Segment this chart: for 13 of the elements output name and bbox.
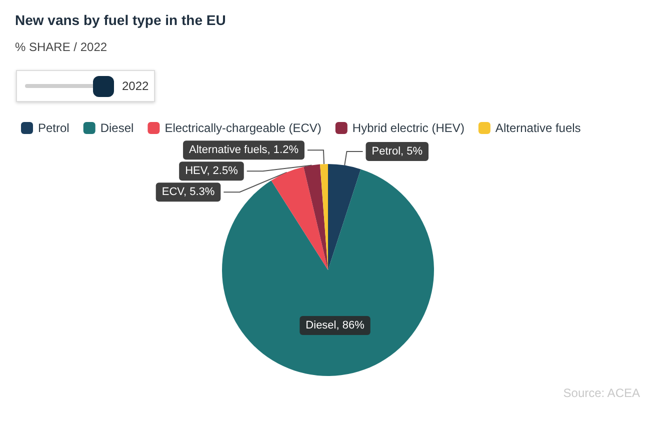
data-label: ECV, 5.3% [162,186,215,198]
legend-label: Diesel [100,121,134,135]
data-label: Petrol, 5% [372,145,423,158]
legend-label: Petrol [38,121,70,135]
chart-subtitle: % SHARE / 2022 [15,40,108,54]
chart-title: New vans by fuel type in the EU [15,12,226,28]
data-label: Alternative fuels, 1.2% [189,144,299,156]
data-label: HEV, 2.5% [185,165,238,178]
year-slider: 2022 [16,70,155,102]
data-label: Diesel, 86% [306,320,365,332]
legend-label: Electrically-chargeable (ECV) [164,121,322,135]
legend-label: Hybrid electric (HEV) [352,121,464,135]
legend-label: Alternative fuels [495,121,581,135]
